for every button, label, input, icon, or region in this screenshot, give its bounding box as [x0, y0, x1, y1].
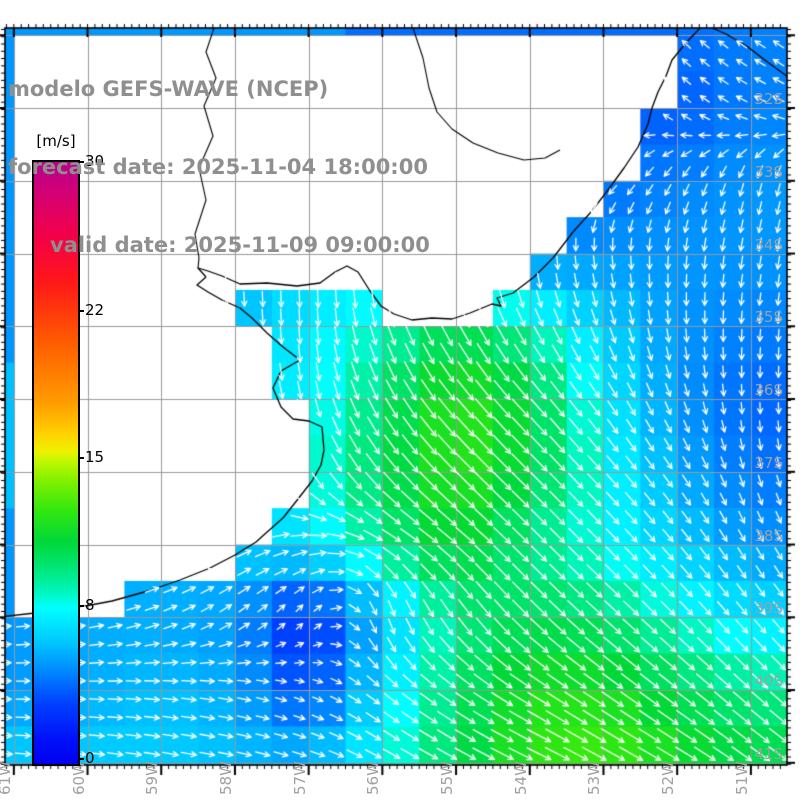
lon-label-54W: 54W — [511, 761, 530, 795]
colorbar-tick-label-15: 15 — [85, 448, 105, 467]
colorbar: [m/s] 30 22 15 8 0 — [32, 132, 104, 767]
lat-label-33S: 33S — [754, 162, 783, 181]
colorbar-gradient — [32, 160, 80, 766]
colorbar-tick-mark — [78, 309, 84, 312]
lon-label-52W: 52W — [659, 761, 678, 795]
lon-label-56W: 56W — [364, 761, 383, 795]
lat-label-34S: 34S — [754, 235, 783, 254]
colorbar-tick-mark — [78, 605, 84, 608]
forecast-date-label: forecast date: 2025-11-04 18:00:00 — [8, 155, 428, 179]
lon-label-61W: 61W — [0, 761, 14, 795]
lon-label-55W: 55W — [438, 761, 457, 795]
lat-label-32S: 32S — [754, 90, 783, 109]
lon-label-57W: 57W — [290, 761, 309, 795]
lat-label-39S: 39S — [754, 599, 783, 618]
colorbar-tick-label-22: 22 — [85, 300, 105, 319]
lon-label-60W: 60W — [69, 761, 88, 795]
lat-label-36S: 36S — [754, 381, 783, 400]
lon-label-53W: 53W — [585, 761, 604, 795]
lat-label-38S: 38S — [754, 526, 783, 545]
lat-label-37S: 37S — [754, 453, 783, 472]
lat-label-35S: 35S — [754, 308, 783, 327]
lon-label-51W: 51W — [732, 761, 751, 795]
chart-title-block: modelo GEFS-WAVE (NCEP) forecast date: 2… — [8, 24, 430, 310]
colorbar-tick-label-8: 8 — [85, 596, 95, 615]
colorbar-tick-mark — [78, 161, 84, 164]
lat-label-41S: 41S — [754, 744, 783, 763]
colorbar-tick-mark — [78, 457, 84, 460]
lat-label-40S: 40S — [754, 672, 783, 691]
colorbar-tick-label-30: 30 — [85, 152, 105, 171]
lon-label-58W: 58W — [216, 761, 235, 795]
model-title: modelo GEFS-WAVE (NCEP) — [8, 77, 329, 101]
lon-label-59W: 59W — [143, 761, 162, 795]
colorbar-tick-label-0: 0 — [85, 748, 95, 767]
colorbar-tick-mark — [78, 757, 84, 760]
valid-date-label: valid date: 2025-11-09 09:00:00 — [50, 233, 430, 257]
colorbar-unit-label: [m/s] — [36, 132, 76, 150]
